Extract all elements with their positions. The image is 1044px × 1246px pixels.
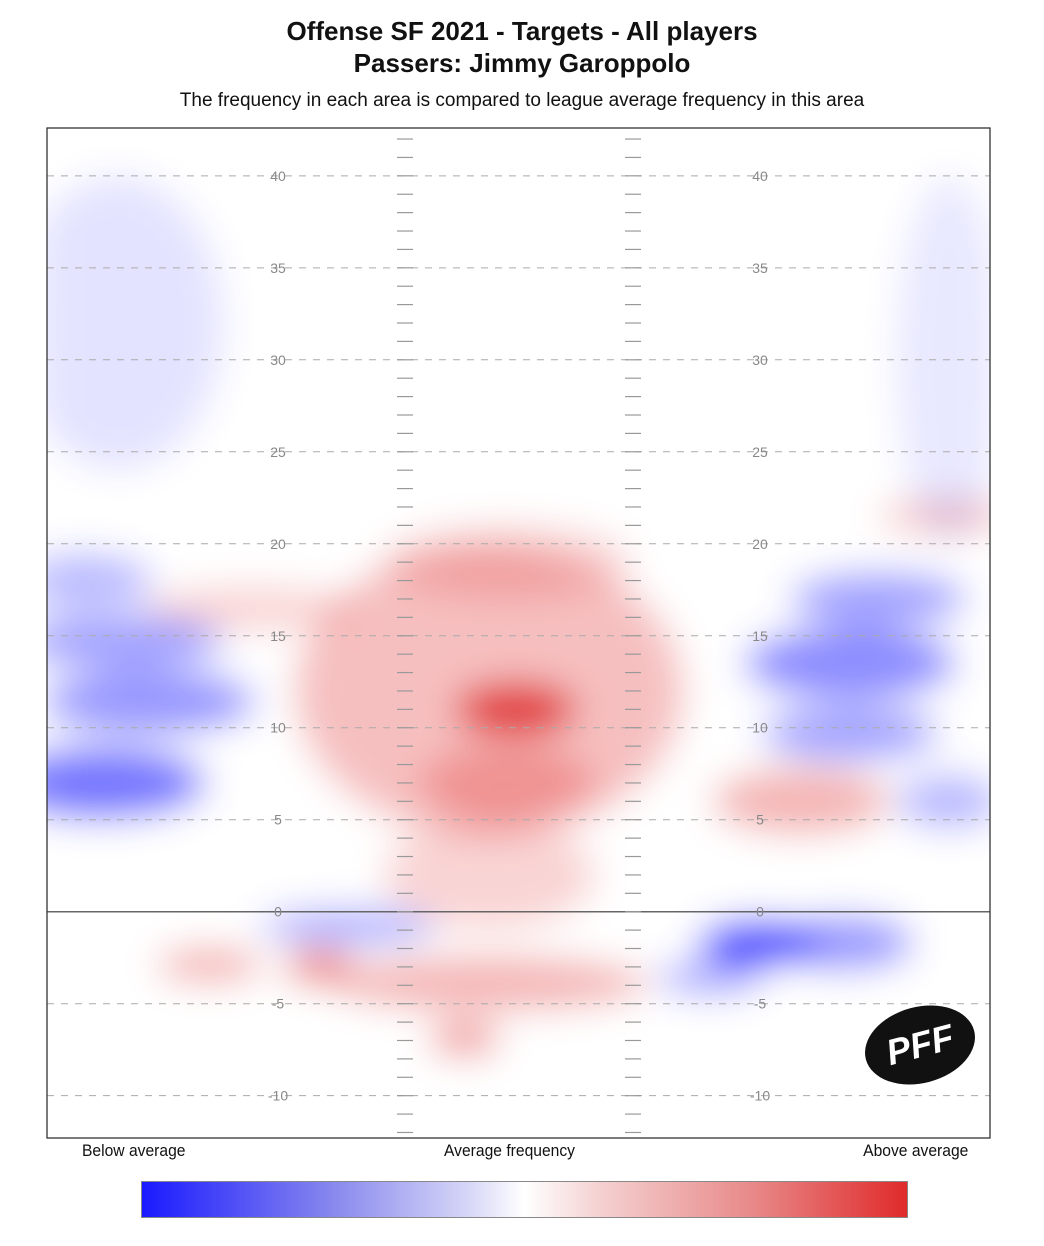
y-tick-label: 10: [752, 720, 768, 736]
heat-cell-4: [144, 586, 357, 631]
heat-cell-10: [712, 768, 890, 835]
y-tick-label: 5: [274, 812, 282, 828]
heat-cell-2: [418, 746, 596, 820]
legend-high-label: Above average: [862, 1141, 968, 1160]
y-tick-label: 5: [756, 812, 764, 828]
heat-cell-19: [744, 626, 957, 701]
heat-cell-18: [657, 959, 764, 997]
heat-cell-8: [330, 955, 649, 1012]
chart-subtitle: Passers: Jimmy Garoppolo: [353, 48, 691, 78]
y-tick-label: 30: [752, 352, 768, 368]
y-tick-label: 40: [270, 168, 286, 184]
heat-cell-1: [453, 681, 578, 737]
chart-title: Offense SF 2021 - Targets - All players: [286, 16, 758, 46]
heat-cell-22: [896, 773, 990, 829]
y-tick-label: 10: [270, 720, 286, 736]
heat-cell-17: [772, 915, 914, 971]
heat-cell-3: [383, 525, 631, 599]
heat-cell-20: [790, 571, 967, 627]
y-tick-label: 0: [274, 904, 282, 920]
heat-cell-21: [761, 705, 939, 761]
heat-cell-9: [429, 1020, 500, 1058]
y-tick-label: 35: [270, 260, 286, 276]
y-tick-label: -10: [750, 1088, 770, 1104]
legend-mid-label: Average frequency: [444, 1141, 576, 1160]
y-tick-label: 30: [270, 352, 286, 368]
plot-border: [46, 127, 991, 1139]
y-tick-label: 20: [270, 536, 286, 552]
y-tick-label: 40: [752, 168, 768, 184]
heat-cell-24: [47, 175, 224, 471]
y-tick-label: 20: [752, 536, 768, 552]
color-scale-bar: [141, 1181, 908, 1218]
y-tick-label: 25: [270, 444, 286, 460]
y-tick-label: -5: [754, 996, 767, 1012]
heat-cell-15: [47, 552, 154, 609]
heat-cell-14: [47, 613, 224, 669]
heat-cell-23: [259, 908, 437, 945]
y-tick-label: -5: [272, 996, 285, 1012]
heat-cell-12: [47, 746, 207, 820]
legend-low-label: Below average: [82, 1141, 186, 1160]
heat-cell-13: [47, 668, 256, 736]
heat-cell-5: [383, 819, 596, 931]
y-tick-label: 0: [756, 904, 764, 920]
y-tick-label: 15: [752, 628, 768, 644]
pff-logo: PFF: [865, 1005, 975, 1085]
y-tick-label: -10: [268, 1088, 288, 1104]
heat-cell-7: [156, 946, 263, 984]
y-tick-label: 35: [752, 260, 768, 276]
chart-description: The frequency in each area is compared t…: [179, 90, 865, 111]
y-tick-label: 25: [752, 444, 768, 460]
y-tick-label: 15: [270, 628, 286, 644]
